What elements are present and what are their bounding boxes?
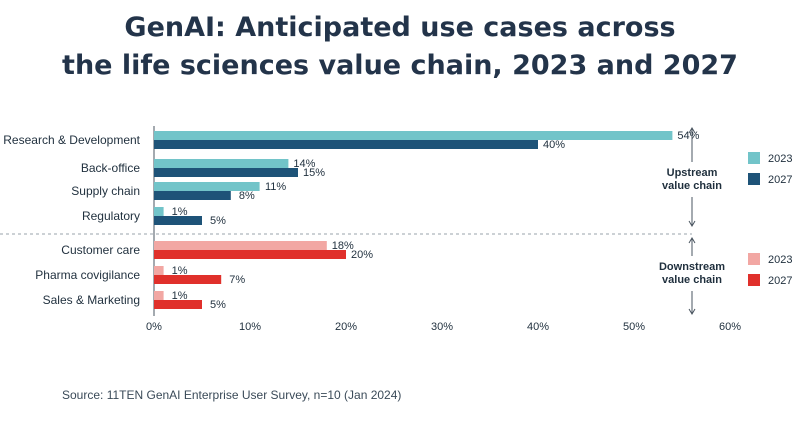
legend-swatch-2027: [748, 173, 760, 185]
group-name-line-2: value chain: [662, 180, 722, 192]
category-label-regulatory: Regulatory: [82, 209, 140, 223]
chart-title-line-2: the life sciences value chain, 2023 and …: [62, 50, 738, 81]
group-bracket-arrow-up: [688, 127, 696, 134]
category-label-supply-chain: Supply chain: [71, 184, 140, 198]
data-label-sales-and-marketing-2023: 1%: [172, 290, 188, 302]
data-label-supply-chain-2027: 8%: [239, 190, 255, 202]
category-label-research-and-development: Research & Development: [3, 133, 140, 147]
group-bracket-arrow-down: [688, 308, 696, 315]
bar-back-office-2023: [154, 159, 289, 168]
bar-regulatory-2023: [154, 207, 164, 216]
data-label-pharma-covigilance-2023: 1%: [172, 265, 188, 277]
legend-label-2023: 2023: [768, 153, 792, 165]
bar-pharma-covigilance-2023: [154, 266, 164, 275]
legend-label-2027: 2027: [768, 275, 792, 287]
legend-label-2027: 2027: [768, 174, 792, 186]
group-bracket-arrow-up: [688, 237, 696, 244]
data-label-customer-care-2023: 18%: [332, 240, 354, 252]
bar-sales-and-marketing-2027: [154, 300, 202, 309]
bar-pharma-covigilance-2027: [154, 275, 222, 284]
bar-sales-and-marketing-2023: [154, 291, 164, 300]
data-label-back-office-2027: 15%: [303, 167, 325, 179]
data-label-customer-care-2027: 20%: [351, 249, 373, 261]
data-label-regulatory-2027: 5%: [210, 215, 226, 227]
category-label-customer-care: Customer care: [61, 243, 140, 257]
category-label-back-office: Back-office: [81, 161, 140, 175]
bar-customer-care-2027: [154, 250, 346, 259]
x-tick-label: 10%: [239, 321, 261, 333]
bar-research-and-development-2027: [154, 140, 538, 149]
x-tick-label: 50%: [623, 321, 645, 333]
chart-title-line-1: GenAI: Anticipated use cases across: [124, 12, 676, 43]
group-name-line-1: Upstream: [667, 167, 718, 179]
legend-swatch-2027: [748, 274, 760, 286]
x-tick-label: 30%: [431, 321, 453, 333]
x-tick-label: 0%: [146, 321, 162, 333]
data-label-research-and-development-2027: 40%: [543, 139, 565, 151]
bar-regulatory-2027: [154, 216, 202, 225]
legend-swatch-2023: [748, 152, 760, 164]
data-label-supply-chain-2023: 11%: [265, 181, 286, 193]
source-note: Source: 11TEN GenAI Enterprise User Surv…: [62, 388, 402, 402]
data-label-pharma-covigilance-2027: 7%: [229, 274, 245, 286]
legend-swatch-2023: [748, 253, 760, 265]
data-label-sales-and-marketing-2027: 5%: [210, 299, 226, 311]
x-tick-label: 40%: [527, 321, 549, 333]
bar-customer-care-2023: [154, 241, 327, 250]
group-name-line-1: Downstream: [659, 261, 725, 273]
group-bracket-arrow-down: [688, 220, 696, 227]
bar-back-office-2027: [154, 168, 298, 177]
x-tick-label: 20%: [335, 321, 357, 333]
bar-supply-chain-2023: [154, 182, 260, 191]
legend-label-2023: 2023: [768, 254, 792, 266]
x-tick-label: 60%: [719, 321, 741, 333]
bar-research-and-development-2023: [154, 131, 673, 140]
category-label-sales-and-marketing: Sales & Marketing: [43, 293, 140, 307]
bar-supply-chain-2027: [154, 191, 231, 200]
group-name-line-2: value chain: [662, 274, 722, 286]
data-label-research-and-development-2023: 54%: [677, 130, 699, 142]
data-label-regulatory-2023: 1%: [172, 206, 188, 218]
data-label-back-office-2023: 14%: [293, 158, 315, 170]
category-label-pharma-covigilance: Pharma covigilance: [35, 268, 140, 282]
